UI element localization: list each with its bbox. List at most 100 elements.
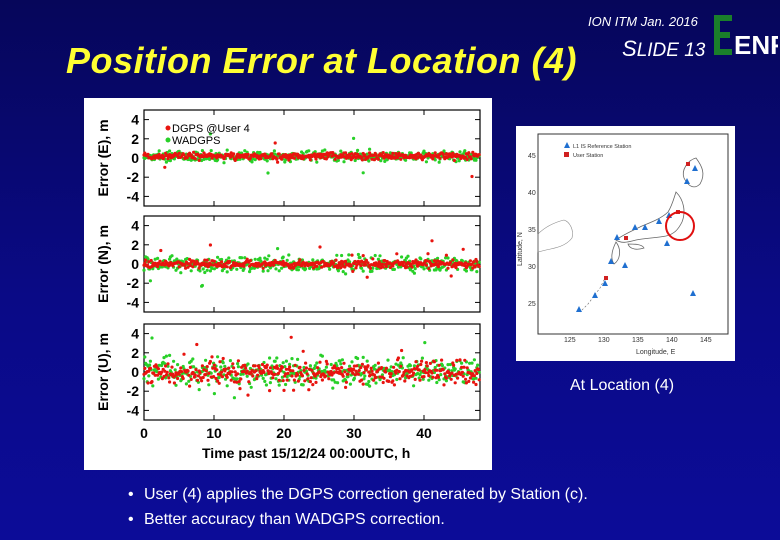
wadgps-point <box>280 375 284 379</box>
dgps-point <box>143 366 147 370</box>
dgps-point <box>396 356 400 360</box>
dgps-point <box>217 381 221 385</box>
wadgps-point <box>301 383 305 387</box>
dgps-point <box>424 263 428 267</box>
dgps-point <box>343 265 347 269</box>
dgps-point <box>304 366 308 370</box>
dgps-point <box>224 367 228 371</box>
dgps-point <box>374 375 378 379</box>
map-legend: L1 IS Reference Station User Station <box>564 142 631 159</box>
dgps-point <box>451 258 455 262</box>
dgps-point <box>185 156 189 160</box>
dgps-point <box>238 387 242 391</box>
wadgps-point <box>219 365 223 369</box>
dgps-point <box>205 258 209 262</box>
dgps-point <box>232 366 236 370</box>
wadgps-point <box>404 158 408 162</box>
dgps-point <box>230 370 234 374</box>
dgps-point <box>344 380 348 384</box>
dgps-point <box>314 157 318 161</box>
map-lat-ticks: 45 40 35 30 25 <box>528 153 536 308</box>
wadgps-point <box>198 269 202 273</box>
dgps-point <box>458 358 462 362</box>
dgps-point <box>395 368 399 372</box>
dgps-point <box>286 371 290 375</box>
dgps-point <box>232 380 236 384</box>
dgps-point <box>334 258 338 262</box>
dgps-point <box>414 258 418 262</box>
wadgps-point <box>288 362 292 366</box>
wadgps-point <box>280 266 284 270</box>
dgps-point <box>308 380 312 384</box>
y-tick-label: 4 <box>131 112 139 128</box>
wadgps-point <box>243 256 247 260</box>
dgps-point <box>208 359 212 364</box>
dgps-point <box>204 373 208 377</box>
x-tick-label: 0 <box>140 425 148 441</box>
dgps-point <box>288 368 292 373</box>
wadgps-point <box>344 272 348 276</box>
dgps-point <box>456 376 460 380</box>
wadgps-point <box>308 364 312 368</box>
dgps-point <box>162 155 166 159</box>
dgps-point <box>147 369 151 373</box>
dgps-point <box>318 245 322 249</box>
wadgps-point <box>253 257 257 261</box>
dgps-point <box>441 152 445 156</box>
dgps-point <box>468 376 472 380</box>
wadgps-point <box>209 371 213 375</box>
wadgps-point <box>371 266 375 270</box>
lon-tick: 130 <box>598 337 610 344</box>
bullet-text: User (4) applies the DGPS correction gen… <box>144 486 588 503</box>
wadgps-point <box>168 159 172 163</box>
dgps-point <box>284 372 288 376</box>
wadgps-point <box>296 268 300 272</box>
dgps-point <box>188 263 192 268</box>
dgps-point <box>380 366 384 370</box>
dgps-point <box>353 152 357 156</box>
dgps-point <box>461 247 465 251</box>
wadgps-point <box>148 363 152 367</box>
dgps-point <box>164 364 168 368</box>
dgps-point <box>344 151 348 155</box>
wadgps-point <box>273 359 277 363</box>
dgps-point <box>247 380 251 384</box>
wadgps-point <box>281 361 285 365</box>
dgps-point <box>431 157 435 161</box>
dgps-point <box>307 388 311 392</box>
dgps-point <box>382 376 386 380</box>
dgps-point <box>402 156 406 160</box>
dgps-point <box>302 368 306 372</box>
dgps-point <box>427 374 431 378</box>
wadgps-point <box>356 252 360 257</box>
dgps-point <box>292 266 296 270</box>
dgps-point <box>229 378 233 382</box>
dgps-point <box>242 369 246 374</box>
dgps-point <box>422 375 426 379</box>
y-tick-label: 4 <box>131 218 139 234</box>
dgps-point <box>454 372 458 376</box>
dgps-point <box>214 376 218 381</box>
dgps-point <box>469 157 473 161</box>
dgps-point <box>400 348 404 353</box>
wadgps-point <box>208 132 212 136</box>
wadgps-point <box>157 363 161 367</box>
wadgps-point <box>372 367 376 371</box>
wadgps-point <box>168 353 172 357</box>
wadgps-point <box>405 372 409 376</box>
x-tick-label: 40 <box>416 425 432 441</box>
dgps-point <box>364 263 368 267</box>
dgps-point <box>216 372 220 376</box>
dgps-point <box>435 368 439 372</box>
dgps-point <box>350 253 354 257</box>
dgps-point <box>179 366 183 370</box>
wadgps-point <box>290 357 294 361</box>
wadgps-point <box>362 377 366 381</box>
dgps-point <box>199 376 203 380</box>
dgps-point <box>316 366 320 370</box>
wadgps-point <box>225 270 229 274</box>
wadgps-point <box>268 381 272 385</box>
dgps-point <box>285 378 289 382</box>
dgps-point <box>328 263 332 267</box>
